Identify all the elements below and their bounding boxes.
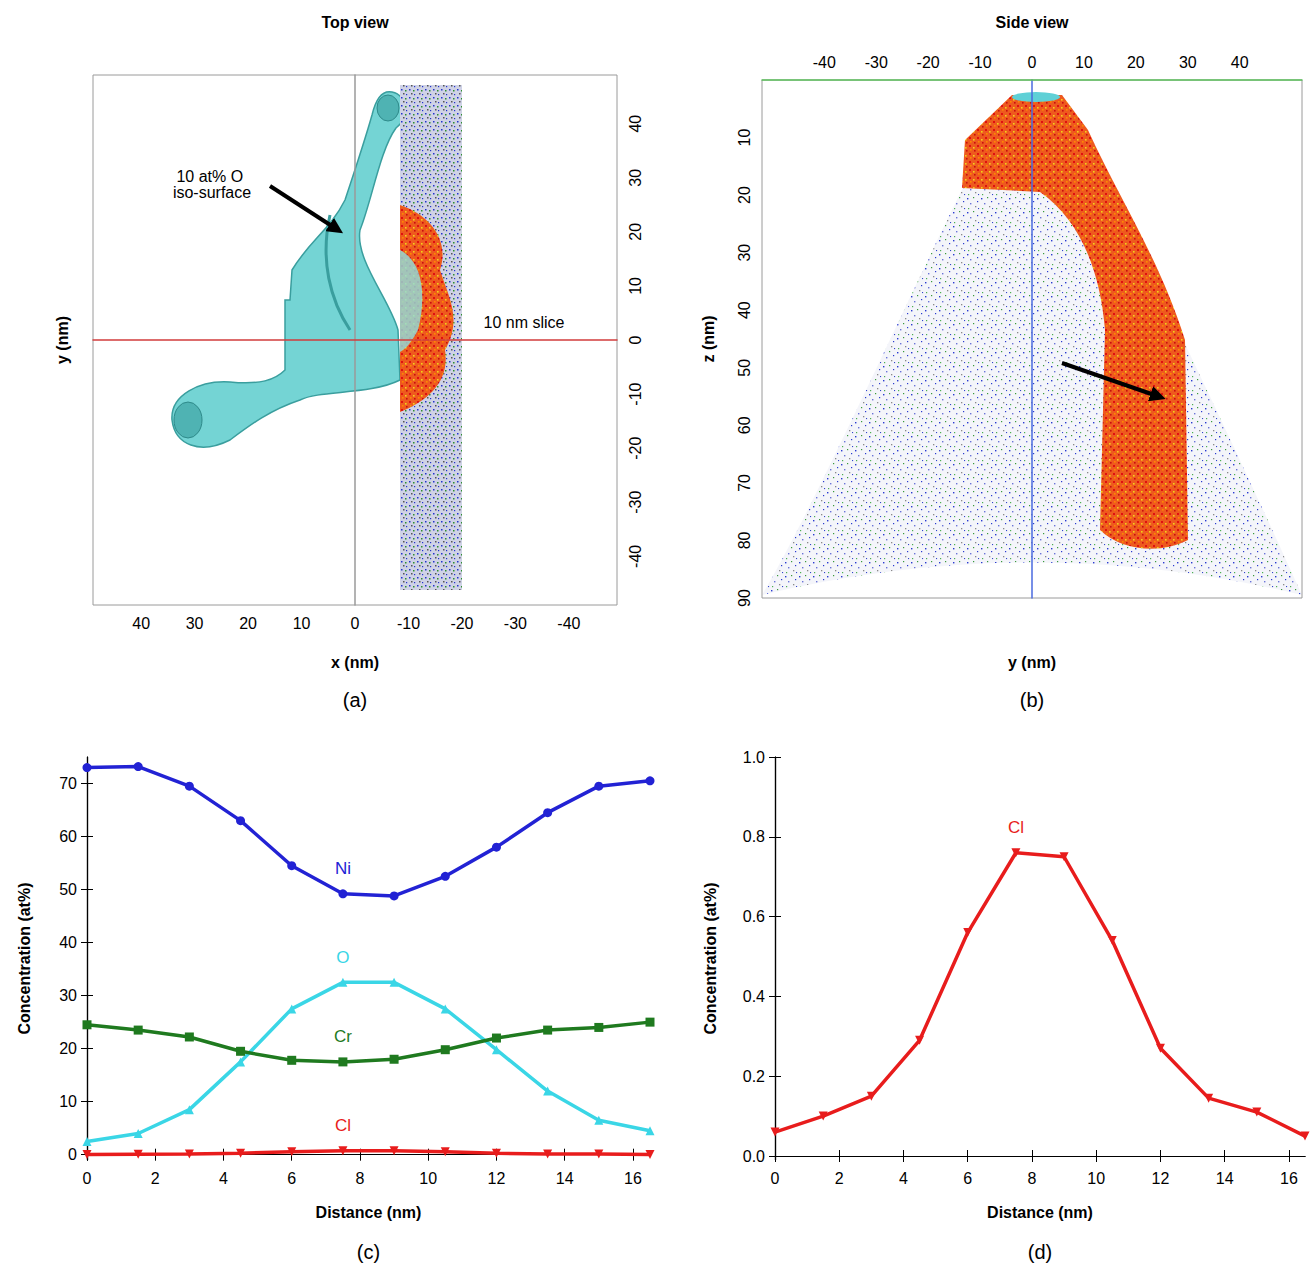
svg-text:20: 20 [736, 186, 753, 204]
svg-text:8: 8 [1028, 1170, 1037, 1187]
svg-text:20: 20 [239, 615, 257, 632]
svg-text:12: 12 [1152, 1170, 1170, 1187]
svg-text:20: 20 [627, 223, 644, 241]
svg-text:-10: -10 [397, 615, 420, 632]
svg-text:30: 30 [627, 169, 644, 187]
svg-text:Distance (nm): Distance (nm) [316, 1204, 422, 1221]
svg-text:10 at% O: 10 at% O [176, 168, 247, 185]
svg-text:10: 10 [419, 1170, 437, 1187]
svg-text:-30: -30 [627, 491, 644, 514]
svg-text:10: 10 [1087, 1170, 1105, 1187]
svg-text:10: 10 [293, 615, 311, 632]
svg-text:50: 50 [736, 359, 753, 377]
svg-text:Top view: Top view [321, 14, 389, 31]
svg-text:0.0: 0.0 [743, 1148, 765, 1165]
svg-text:Ni: Ni [335, 859, 351, 878]
svg-text:40: 40 [736, 301, 753, 319]
svg-text:Concentration (at%): Concentration (at%) [702, 883, 719, 1035]
svg-text:0.2: 0.2 [743, 1068, 765, 1085]
svg-text:0: 0 [351, 615, 360, 632]
svg-text:4: 4 [899, 1170, 908, 1187]
svg-text:30: 30 [186, 615, 204, 632]
svg-text:z (nm): z (nm) [700, 315, 717, 362]
svg-text:(b): (b) [1020, 689, 1044, 711]
svg-text:y (nm): y (nm) [54, 316, 71, 364]
svg-text:-40: -40 [813, 54, 836, 71]
svg-text:6: 6 [963, 1170, 972, 1187]
svg-text:10: 10 [1075, 54, 1093, 71]
svg-text:50: 50 [59, 881, 77, 898]
svg-text:10: 10 [59, 1093, 77, 1110]
svg-text:90: 90 [736, 589, 753, 607]
svg-text:60: 60 [736, 416, 753, 434]
svg-text:-10: -10 [969, 54, 992, 71]
svg-text:20: 20 [1127, 54, 1145, 71]
svg-text:Cl: Cl [335, 1116, 351, 1135]
svg-text:20: 20 [59, 1040, 77, 1057]
svg-text:(d): (d) [1028, 1241, 1052, 1263]
svg-text:4: 4 [219, 1170, 228, 1187]
svg-text:40: 40 [132, 615, 150, 632]
svg-text:Concentration (at%): Concentration (at%) [16, 883, 33, 1035]
svg-text:-40: -40 [557, 615, 580, 632]
svg-text:0.6: 0.6 [743, 908, 765, 925]
svg-text:6: 6 [287, 1170, 296, 1187]
svg-text:80: 80 [736, 531, 753, 549]
svg-text:40: 40 [1231, 54, 1249, 71]
svg-text:-30: -30 [504, 615, 527, 632]
svg-text:-20: -20 [917, 54, 940, 71]
svg-text:30: 30 [59, 987, 77, 1004]
svg-text:2: 2 [151, 1170, 160, 1187]
svg-text:10 nm slice: 10 nm slice [484, 314, 565, 331]
svg-text:0: 0 [627, 335, 644, 344]
svg-text:0: 0 [68, 1146, 77, 1163]
svg-text:Cr: Cr [334, 1027, 352, 1046]
svg-text:14: 14 [1216, 1170, 1234, 1187]
svg-text:30: 30 [736, 244, 753, 262]
svg-text:(c): (c) [357, 1241, 380, 1263]
svg-text:10: 10 [627, 277, 644, 295]
svg-text:0.4: 0.4 [743, 988, 765, 1005]
svg-text:0.8: 0.8 [743, 828, 765, 845]
svg-text:40: 40 [627, 115, 644, 133]
svg-text:y (nm): y (nm) [1008, 654, 1056, 671]
svg-text:0: 0 [83, 1170, 92, 1187]
svg-text:-40: -40 [627, 545, 644, 568]
svg-text:-20: -20 [627, 436, 644, 459]
svg-text:10: 10 [736, 129, 753, 147]
svg-text:-30: -30 [865, 54, 888, 71]
svg-text:(a): (a) [343, 689, 367, 711]
svg-text:60: 60 [59, 828, 77, 845]
svg-text:12: 12 [488, 1170, 506, 1187]
svg-text:0: 0 [1028, 54, 1037, 71]
svg-text:iso-surface: iso-surface [173, 184, 251, 201]
svg-text:14: 14 [556, 1170, 574, 1187]
svg-text:70: 70 [736, 474, 753, 492]
svg-text:40: 40 [59, 934, 77, 951]
svg-text:2: 2 [835, 1170, 844, 1187]
svg-text:Distance (nm): Distance (nm) [987, 1204, 1093, 1221]
svg-text:0: 0 [771, 1170, 780, 1187]
svg-text:O: O [336, 948, 349, 967]
svg-text:70: 70 [59, 775, 77, 792]
svg-text:30: 30 [1179, 54, 1197, 71]
svg-text:Side view: Side view [996, 14, 1069, 31]
svg-text:8: 8 [356, 1170, 365, 1187]
svg-text:16: 16 [624, 1170, 642, 1187]
svg-text:Cl: Cl [1008, 818, 1024, 837]
svg-text:x (nm): x (nm) [331, 654, 379, 671]
svg-text:16: 16 [1280, 1170, 1298, 1187]
svg-text:-10: -10 [627, 382, 644, 405]
svg-text:-20: -20 [450, 615, 473, 632]
svg-text:1.0: 1.0 [743, 749, 765, 766]
